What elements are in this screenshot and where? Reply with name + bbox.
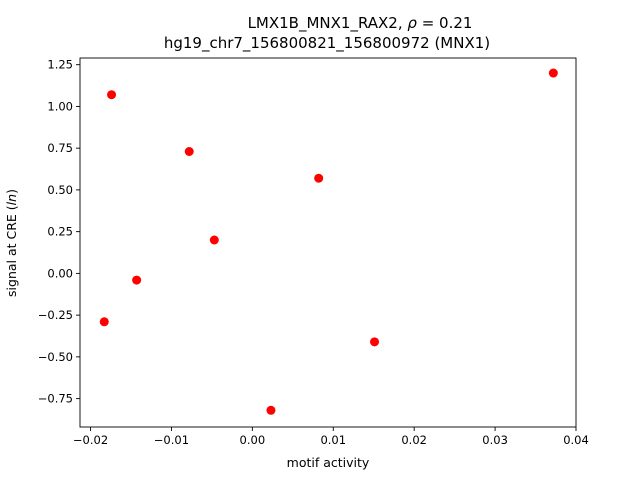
y-tick-label: 1.00 (47, 99, 73, 113)
plot-frame (79, 57, 577, 428)
y-tick-label: 0.75 (47, 141, 73, 155)
data-point (209, 235, 219, 245)
x-tick-label: 0.01 (320, 433, 346, 447)
x-tick-label: 0.02 (401, 433, 427, 447)
y-tick-label: 0.50 (47, 183, 73, 197)
y-tick-label: 0.00 (47, 266, 73, 280)
x-axis-ticks: −0.02 −0.01 0.00 0.01 0.02 0.03 0.04 (73, 427, 589, 447)
x-tick-label: 0.04 (563, 433, 589, 447)
y-tick-label: −0.75 (38, 392, 73, 406)
data-point (132, 275, 142, 285)
y-axis-label: signal at CRE (ln) (4, 189, 19, 297)
data-point (266, 405, 276, 415)
data-point (548, 68, 558, 78)
y-tick-label: 1.25 (47, 58, 73, 72)
chart-title-line1: LMX1B_MNX1_RAX2, ρ = 0.21 (248, 14, 473, 33)
x-axis-label: motif activity (287, 455, 370, 470)
x-tick-label: 0.03 (482, 433, 508, 447)
chart-title-line2: hg19_chr7_156800821_156800972 (MNX1) (164, 34, 490, 53)
data-point (184, 147, 194, 157)
y-tick-label: −0.50 (38, 350, 73, 364)
data-point (99, 317, 109, 327)
data-point (107, 90, 117, 100)
y-tick-label: 0.25 (47, 225, 73, 239)
data-points (99, 68, 558, 415)
x-tick-label: −0.02 (73, 433, 108, 447)
data-point (370, 337, 380, 347)
y-tick-label: −0.25 (38, 308, 73, 322)
x-tick-label: 0.00 (240, 433, 266, 447)
data-point (314, 173, 324, 183)
x-tick-label: −0.01 (154, 433, 189, 447)
y-axis-ticks: −0.75 −0.50 −0.25 0.00 0.25 0.50 0.75 1.00 1.25 (38, 58, 80, 406)
